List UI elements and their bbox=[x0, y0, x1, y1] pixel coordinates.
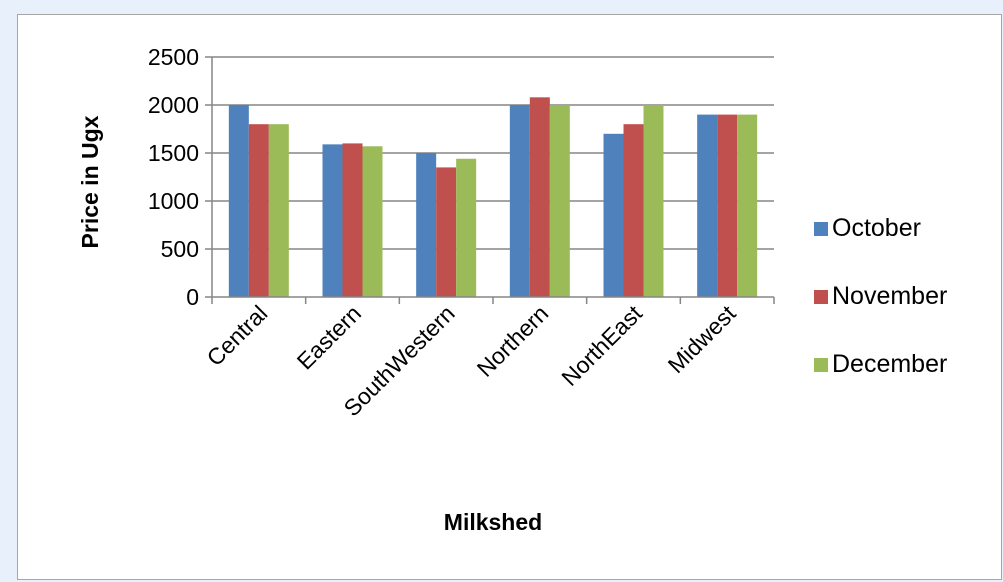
bar-october-midwest bbox=[697, 114, 718, 297]
legend-label-october: October bbox=[832, 214, 921, 242]
bar-november-northeast bbox=[623, 124, 644, 297]
bar-november-southwestern bbox=[436, 167, 457, 297]
bar-october-southwestern bbox=[416, 153, 437, 297]
y-axis-title: Price in Ugx bbox=[77, 115, 103, 248]
axes bbox=[205, 56, 775, 304]
y-tick-label: 2500 bbox=[148, 44, 199, 70]
legend: October November December bbox=[814, 214, 947, 378]
bar-october-eastern bbox=[322, 144, 343, 297]
y-tick-label: 1500 bbox=[148, 140, 199, 166]
legend-swatch-october bbox=[814, 222, 828, 236]
x-tick-label: Northern bbox=[472, 300, 554, 382]
y-tick-label: 1000 bbox=[148, 188, 199, 214]
bar-november-northern bbox=[529, 97, 550, 297]
bar-october-northeast bbox=[603, 133, 624, 297]
x-tick-label: NorthEast bbox=[556, 300, 647, 391]
bar-december-northeast bbox=[643, 105, 664, 297]
x-tick-label: Midwest bbox=[663, 300, 741, 378]
bar-november-midwest bbox=[717, 114, 738, 297]
legend-swatch-november bbox=[814, 290, 828, 304]
bar-december-midwest bbox=[737, 114, 758, 297]
bar-december-northern bbox=[549, 105, 570, 297]
y-tick-label: 2000 bbox=[148, 92, 199, 118]
y-tick-label: 500 bbox=[161, 236, 199, 262]
chart-frame: 0 500 1000 1500 2000 2500 Central Eastern South… bbox=[17, 14, 1002, 580]
y-tick-labels: 0 500 1000 1500 2000 2500 bbox=[148, 44, 199, 310]
x-tick-label: Central bbox=[202, 300, 273, 371]
gridlines bbox=[212, 56, 774, 250]
bars bbox=[228, 97, 758, 297]
y-tick-label: 0 bbox=[186, 284, 199, 310]
bar-november-central bbox=[248, 124, 269, 297]
legend-swatch-december bbox=[814, 358, 828, 372]
legend-label-december: December bbox=[832, 350, 947, 378]
bar-december-central bbox=[268, 124, 289, 297]
x-tick-label: Eastern bbox=[292, 300, 366, 374]
bar-december-southwestern bbox=[456, 158, 477, 297]
legend-label-november: November bbox=[832, 282, 947, 310]
bar-december-eastern bbox=[362, 146, 383, 297]
bar-october-central bbox=[228, 105, 249, 297]
x-axis-title: Milkshed bbox=[444, 509, 542, 535]
bar-november-eastern bbox=[342, 143, 363, 297]
bar-october-northern bbox=[509, 105, 530, 297]
